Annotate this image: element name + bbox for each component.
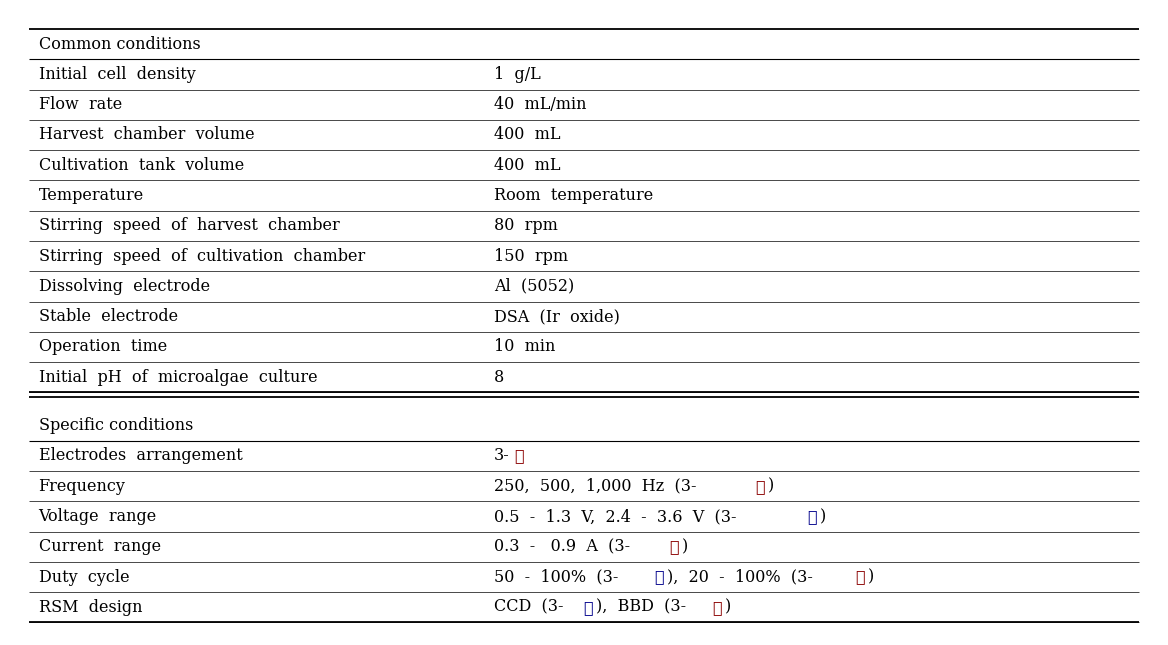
Text: ): ) [767,478,774,495]
Text: 10  min: 10 min [494,339,556,355]
Text: ): ) [868,568,874,586]
Text: ): ) [820,508,826,525]
Text: Cultivation  tank  volume: Cultivation tank volume [39,157,244,174]
Text: Dissolving  electrode: Dissolving electrode [39,278,210,295]
Text: Temperature: Temperature [39,187,144,204]
Text: 다: 다 [756,478,765,495]
Text: Operation  time: Operation time [39,339,167,355]
Text: Stirring  speed  of  cultivation  chamber: Stirring speed of cultivation chamber [39,248,364,264]
Text: 150  rpm: 150 rpm [494,248,568,264]
Text: Current  range: Current range [39,538,161,555]
Text: 라: 라 [669,538,680,555]
Text: 40  mL/min: 40 mL/min [494,96,586,114]
Text: 0.5  -  1.3  V,  2.4  -  3.6  V  (3-: 0.5 - 1.3 V, 2.4 - 3.6 V (3- [494,508,737,525]
Text: Al  (5052): Al (5052) [494,278,575,295]
Text: DSA  (Ir  oxide): DSA (Ir oxide) [494,308,620,325]
Text: Flow  rate: Flow rate [39,96,121,114]
Text: Initial  pH  of  microalgae  culture: Initial pH of microalgae culture [39,369,318,386]
Text: Common conditions: Common conditions [39,35,200,53]
Text: Voltage  range: Voltage range [39,508,157,525]
Text: ): ) [725,599,731,616]
Text: 400  mL: 400 mL [494,157,561,174]
Text: Frequency: Frequency [39,478,125,495]
Text: ): ) [682,538,688,555]
Text: 라: 라 [712,599,722,616]
Text: 나: 나 [514,448,524,464]
Text: Stirring  speed  of  harvest  chamber: Stirring speed of harvest chamber [39,217,339,234]
Text: Specific conditions: Specific conditions [39,417,193,434]
Text: 가: 가 [807,508,816,525]
Text: Harvest  chamber  volume: Harvest chamber volume [39,126,255,143]
Text: Initial  cell  density: Initial cell density [39,66,195,83]
Text: 0.3  -   0.9  A  (3-: 0.3 - 0.9 A (3- [494,538,631,555]
Text: 1  g/L: 1 g/L [494,66,541,83]
Text: Electrodes  arrangement: Electrodes arrangement [39,448,242,464]
Text: ),  20  -  100%  (3-: ), 20 - 100% (3- [667,568,813,586]
Text: Duty  cycle: Duty cycle [39,568,130,586]
Text: ),  BBD  (3-: ), BBD (3- [596,599,687,616]
Text: CCD  (3-: CCD (3- [494,599,564,616]
Text: Stable  electrode: Stable electrode [39,308,178,325]
Text: Room  temperature: Room temperature [494,187,653,204]
Text: 가: 가 [654,568,665,586]
Text: 250,  500,  1,000  Hz  (3-: 250, 500, 1,000 Hz (3- [494,478,696,495]
Text: 3-: 3- [494,448,509,464]
Text: 가: 가 [584,599,593,616]
Text: 라: 라 [855,568,864,586]
Text: 8: 8 [494,369,505,386]
Text: 400  mL: 400 mL [494,126,561,143]
Text: 80  rpm: 80 rpm [494,217,558,234]
Text: RSM  design: RSM design [39,599,142,616]
Text: 50  -  100%  (3-: 50 - 100% (3- [494,568,618,586]
